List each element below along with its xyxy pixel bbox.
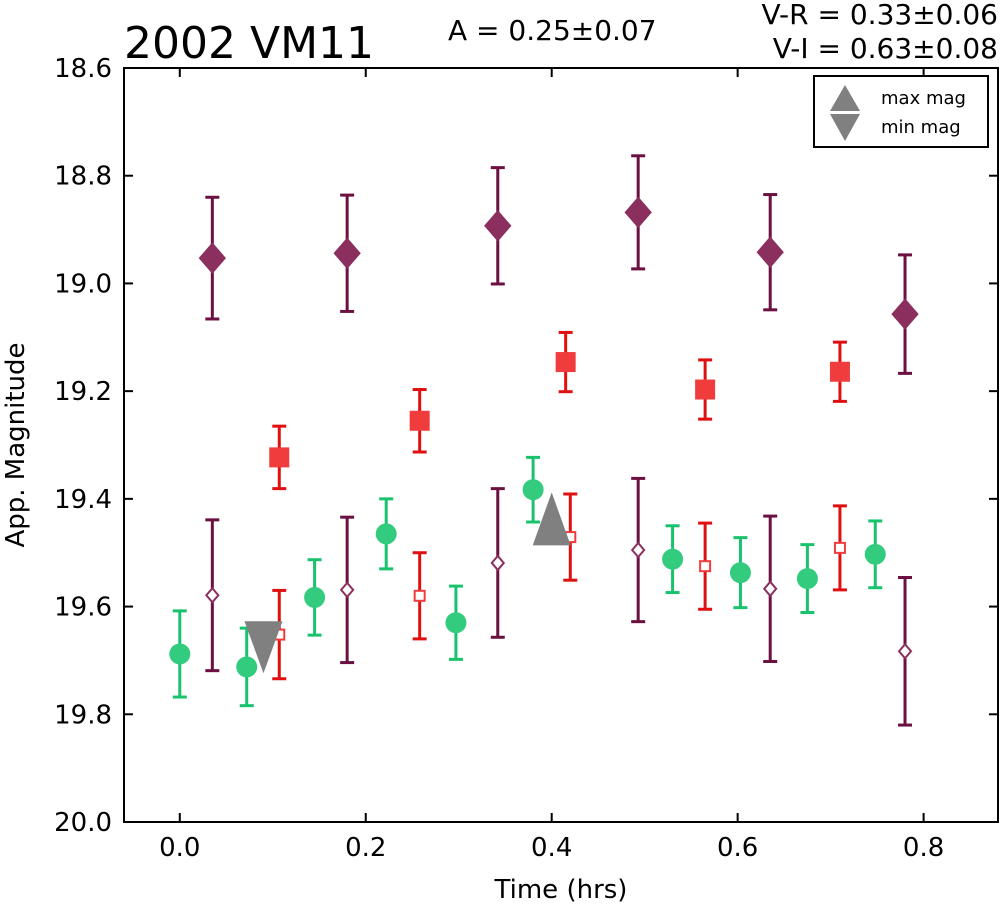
filled-square-point — [409, 410, 430, 431]
min-mag-marker — [244, 621, 283, 674]
open-diamond-point — [630, 541, 646, 559]
plot-frame — [123, 67, 999, 823]
filled-square-point — [695, 379, 716, 400]
y-tick-label: 18.6 — [54, 54, 112, 84]
x-tick-label: 0.0 — [159, 833, 200, 863]
max-mag-marker — [532, 492, 571, 546]
open-diamond-point — [490, 554, 506, 572]
open-diamond-point — [897, 642, 913, 660]
legend-max-mag-marker — [830, 85, 860, 111]
y-tick-label: 18.8 — [54, 162, 112, 192]
filled-circle-point — [522, 479, 544, 501]
filled-circle-point — [796, 568, 818, 590]
filled-circle-point — [729, 562, 751, 584]
open-square-point — [413, 589, 426, 602]
filled-diamond-point — [756, 236, 784, 268]
filled-circle-point — [169, 643, 191, 665]
open-diamond-point — [762, 580, 778, 598]
y-tick-label: 19.2 — [54, 377, 112, 407]
x-axis-label: Time (hrs) — [494, 875, 628, 904]
filled-square-point — [555, 352, 576, 373]
y-axis-label: App. Magnitude — [1, 342, 31, 547]
filled-circle-point — [445, 612, 467, 634]
open-square-point — [833, 541, 846, 554]
filled-square-point — [829, 361, 850, 382]
axes: 0.0 0.2 0.4 0.6 0.8 18.6 18.8 19.0 19.2 19.4 19.6 1… — [54, 54, 998, 863]
filled-diamond-point — [624, 196, 652, 229]
legend-min-mag-marker — [830, 114, 860, 141]
filled-diamond-point — [891, 298, 919, 330]
filled-diamond-point — [484, 210, 512, 242]
filled-circle-point — [236, 656, 258, 678]
plot-marks — [169, 154, 919, 727]
y-tick-label: 19.4 — [54, 485, 112, 515]
x-tick-label: 0.6 — [717, 833, 758, 863]
filled-circle-point — [375, 523, 397, 545]
x-tick-label: 0.8 — [903, 833, 944, 863]
open-square-point — [699, 560, 712, 573]
filled-circle-point — [304, 586, 326, 608]
amplitude-label: A = 0.25±0.07 — [448, 14, 657, 47]
x-tick-label: 0.4 — [531, 833, 572, 863]
filled-diamond-point — [333, 237, 361, 270]
y-tick-label: 19.6 — [54, 593, 112, 623]
chart-title: 2002 VM11 — [124, 18, 374, 69]
legend-max-mag-label: max mag — [881, 88, 966, 109]
y-tick-label: 19.0 — [54, 269, 112, 299]
filled-diamond-point — [198, 242, 226, 274]
y-tick-label: 20.0 — [54, 808, 112, 838]
open-diamond-point — [205, 586, 220, 604]
legend: max mag min mag — [813, 75, 989, 148]
filled-circle-point — [662, 548, 684, 570]
legend-min-mag-label: min mag — [881, 117, 961, 138]
filled-square-point — [269, 447, 290, 468]
open-diamond-point — [339, 581, 355, 599]
y-tick-label: 19.8 — [54, 700, 112, 730]
x-tick-label: 0.2 — [345, 833, 386, 863]
color-index-vi: V-I = 0.63±0.08 — [773, 32, 998, 65]
color-index-vr: V-R = 0.33±0.06 — [762, 0, 998, 31]
filled-circle-point — [864, 543, 886, 565]
